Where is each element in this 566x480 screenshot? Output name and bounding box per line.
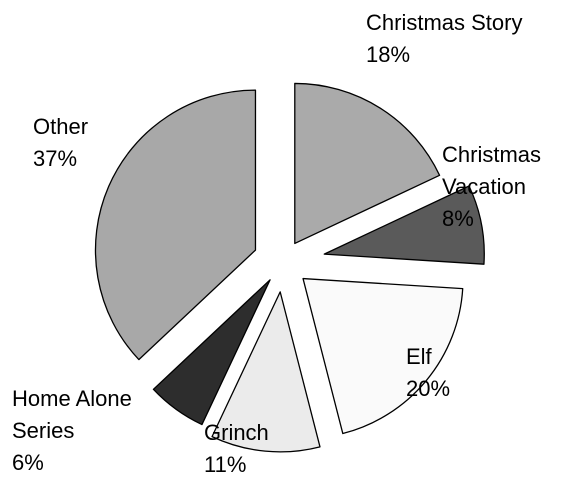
- slice-name-christmas-story: Christmas Story: [366, 10, 522, 35]
- pie-slice-christmas-vacation: [323, 185, 485, 265]
- slice-label-christmas-vacation: Christmas Vacation 8%: [442, 142, 541, 231]
- slice-name-other: Other: [33, 114, 88, 139]
- slice-label-other: Other 37%: [33, 114, 88, 171]
- slice-name-christmas-vacation: Christmas: [442, 142, 541, 167]
- pie-slice-home-alone-series: [152, 279, 271, 426]
- slice-name-elf: Elf: [406, 344, 433, 369]
- slice-percent-home-alone-series: 6%: [12, 450, 44, 475]
- slice-percent-christmas-vacation: 8%: [442, 206, 474, 231]
- slice-name-home-alone-series: Home Alone: [12, 386, 132, 411]
- slice-name-home-alone-series: Series: [12, 418, 74, 443]
- slice-label-christmas-story: Christmas Story 18%: [366, 10, 522, 67]
- slice-label-home-alone-series: Home Alone Series 6%: [12, 386, 132, 475]
- slice-name-grinch: Grinch: [204, 420, 269, 445]
- pie-slices: [94, 82, 485, 453]
- pie-slice-grinch: [211, 291, 321, 453]
- slice-percent-other: 37%: [33, 146, 77, 171]
- slice-percent-christmas-story: 18%: [366, 42, 410, 67]
- slice-labels: Christmas Story 18% Christmas Vacation 8% Elf…: [12, 10, 541, 477]
- pie-slice-elf: [302, 277, 464, 435]
- slice-label-elf: Elf 20%: [406, 344, 450, 401]
- slice-percent-grinch: 11%: [204, 452, 246, 477]
- slice-percent-elf: 20%: [406, 376, 450, 401]
- pie-slice-christmas-story: [294, 82, 441, 245]
- slice-name-christmas-vacation: Vacation: [442, 174, 526, 199]
- slice-label-grinch: Grinch 11%: [204, 420, 269, 477]
- pie-slice-other: [94, 89, 257, 361]
